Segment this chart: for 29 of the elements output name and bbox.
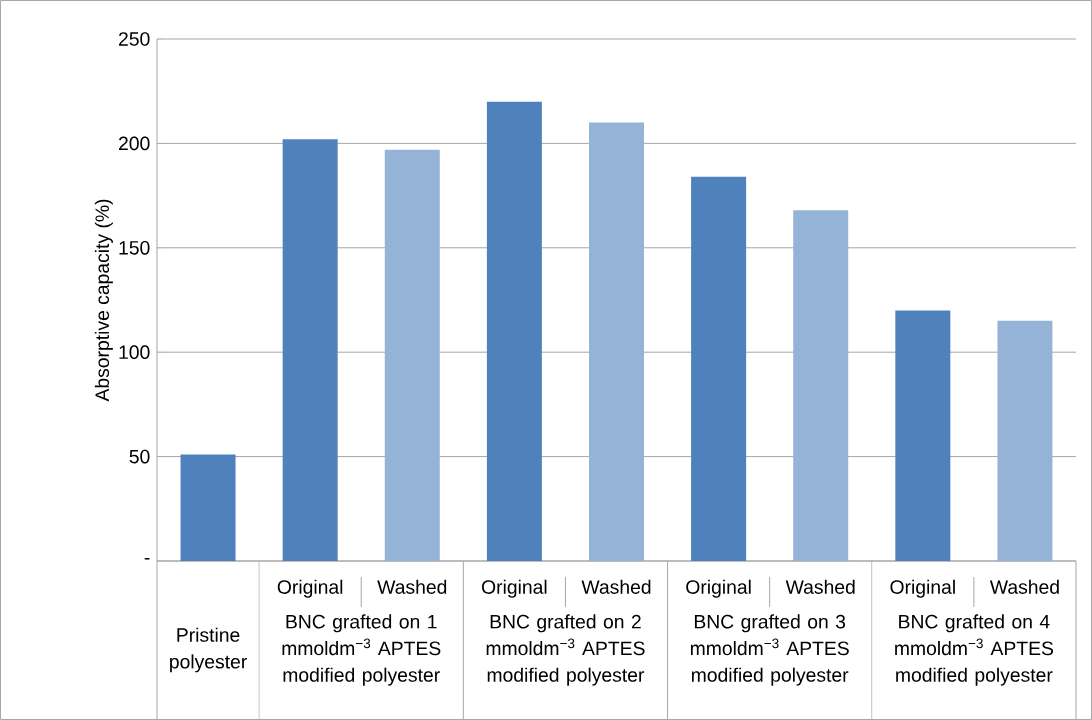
x-tick-label: Washed — [785, 579, 855, 594]
y-axis-title: Absorptive capacity (%) — [94, 199, 113, 402]
text: BNC grafted on 2 mmoldm$^{−3}$ APTES modified polyester — [486, 614, 645, 686]
y-tick-label: 250 — [119, 32, 150, 46]
y-tick-label: 50 — [129, 449, 150, 464]
y-tick-label: 150 — [119, 240, 150, 255]
y-tick-label: 200 — [119, 136, 150, 151]
bar — [282, 139, 338, 561]
y-tick-label: - — [144, 558, 150, 560]
x-tick-label: Original — [277, 579, 343, 598]
y-tick-label: 100 — [119, 345, 150, 360]
bar — [589, 122, 644, 561]
x-tick-label: Washed — [989, 579, 1059, 594]
bar — [486, 101, 542, 561]
text: Pristine polyester — [170, 627, 247, 673]
bar — [895, 310, 951, 561]
bar — [997, 320, 1053, 561]
bar — [180, 454, 236, 561]
bar — [691, 176, 747, 561]
text: BNC grafted on 3 mmoldm$^{−3}$ APTES modified polyester — [690, 614, 849, 686]
text: BNC grafted on 4 mmoldm$^{−3}$ APTES modified polyester — [895, 614, 1054, 686]
bar — [793, 210, 849, 561]
x-tick-label: Original — [686, 579, 751, 598]
x-tick-label: Original — [890, 579, 955, 598]
x-tick-label: Original — [482, 579, 547, 598]
text: BNC grafted on 1 mmoldm$^{−3}$ APTES modified polyester — [282, 614, 441, 686]
x-tick-label: Washed — [581, 579, 651, 594]
bar — [384, 149, 440, 561]
x-tick-label: Washed — [377, 579, 447, 594]
